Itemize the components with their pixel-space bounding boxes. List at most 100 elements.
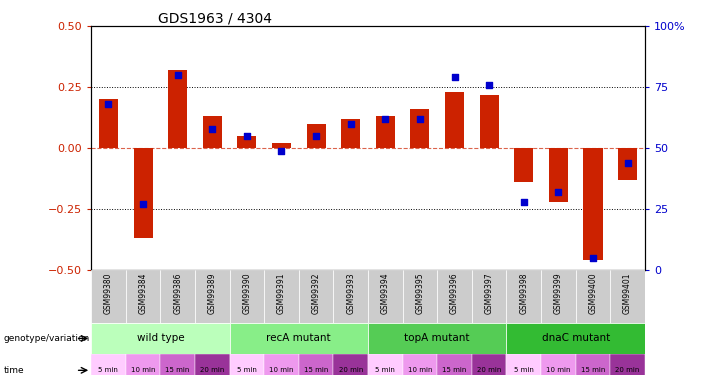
Bar bbox=[161, 354, 195, 375]
Text: 10 min: 10 min bbox=[269, 368, 294, 373]
Bar bbox=[507, 322, 645, 354]
Text: 10 min: 10 min bbox=[546, 368, 571, 373]
Text: GSM99397: GSM99397 bbox=[484, 273, 494, 314]
Point bbox=[380, 116, 391, 122]
Point bbox=[449, 74, 460, 81]
Text: GSM99396: GSM99396 bbox=[450, 273, 459, 314]
Text: 10 min: 10 min bbox=[131, 368, 156, 373]
Bar bbox=[168, 70, 187, 148]
Bar bbox=[472, 270, 507, 322]
Bar bbox=[125, 354, 161, 375]
Bar bbox=[479, 94, 498, 148]
Point bbox=[207, 126, 218, 132]
Text: GSM99400: GSM99400 bbox=[589, 273, 597, 314]
Bar bbox=[541, 354, 576, 375]
Bar bbox=[91, 270, 125, 322]
Bar bbox=[402, 270, 437, 322]
Point bbox=[137, 201, 149, 207]
Bar bbox=[368, 270, 402, 322]
Point bbox=[311, 133, 322, 139]
Bar bbox=[507, 354, 541, 375]
Point bbox=[103, 101, 114, 107]
Bar bbox=[272, 143, 291, 148]
Point bbox=[241, 133, 252, 139]
Bar bbox=[437, 354, 472, 375]
Point bbox=[484, 82, 495, 88]
Point bbox=[587, 255, 599, 261]
Point bbox=[553, 189, 564, 195]
Bar bbox=[91, 322, 230, 354]
Text: GSM99398: GSM99398 bbox=[519, 273, 529, 314]
Bar bbox=[376, 116, 395, 148]
Bar bbox=[264, 354, 299, 375]
Bar bbox=[541, 270, 576, 322]
Bar bbox=[203, 116, 222, 148]
Bar bbox=[99, 99, 118, 148]
Text: 20 min: 20 min bbox=[200, 368, 224, 373]
Bar bbox=[238, 136, 257, 148]
Bar bbox=[576, 354, 611, 375]
Text: dnaC mutant: dnaC mutant bbox=[542, 333, 610, 344]
Bar bbox=[125, 270, 161, 322]
Bar bbox=[583, 148, 603, 260]
Bar bbox=[334, 354, 368, 375]
Text: GSM99380: GSM99380 bbox=[104, 273, 113, 314]
Point bbox=[518, 199, 529, 205]
Bar bbox=[515, 148, 533, 182]
Text: 20 min: 20 min bbox=[477, 368, 501, 373]
Bar bbox=[230, 322, 368, 354]
Text: GDS1963 / 4304: GDS1963 / 4304 bbox=[158, 11, 271, 25]
Bar bbox=[410, 109, 430, 148]
Bar bbox=[91, 354, 125, 375]
Text: 15 min: 15 min bbox=[442, 368, 467, 373]
Bar bbox=[306, 124, 326, 148]
Bar bbox=[472, 354, 507, 375]
Text: GSM99386: GSM99386 bbox=[173, 273, 182, 314]
Text: recA mutant: recA mutant bbox=[266, 333, 331, 344]
Point bbox=[622, 160, 633, 166]
Text: 20 min: 20 min bbox=[339, 368, 363, 373]
Text: time: time bbox=[4, 366, 24, 375]
Bar bbox=[445, 92, 464, 148]
Text: GSM99384: GSM99384 bbox=[139, 273, 147, 314]
Text: GSM99394: GSM99394 bbox=[381, 273, 390, 314]
Bar bbox=[334, 270, 368, 322]
Point bbox=[172, 72, 183, 78]
Bar bbox=[368, 354, 402, 375]
Text: GSM99399: GSM99399 bbox=[554, 273, 563, 314]
Point bbox=[414, 116, 426, 122]
Point bbox=[345, 121, 356, 127]
Bar bbox=[264, 270, 299, 322]
Bar bbox=[230, 354, 264, 375]
Bar bbox=[368, 322, 507, 354]
Bar bbox=[549, 148, 568, 202]
Text: 5 min: 5 min bbox=[514, 368, 533, 373]
Bar bbox=[437, 270, 472, 322]
Bar bbox=[133, 148, 153, 238]
Bar bbox=[576, 270, 611, 322]
Bar bbox=[230, 270, 264, 322]
Bar bbox=[507, 270, 541, 322]
Text: 20 min: 20 min bbox=[615, 368, 640, 373]
Bar bbox=[341, 119, 360, 148]
Text: GSM99390: GSM99390 bbox=[243, 273, 252, 314]
Text: GSM99395: GSM99395 bbox=[416, 273, 424, 314]
Text: GSM99392: GSM99392 bbox=[312, 273, 320, 314]
Text: 10 min: 10 min bbox=[408, 368, 433, 373]
Text: 5 min: 5 min bbox=[376, 368, 395, 373]
Bar bbox=[161, 270, 195, 322]
Text: 5 min: 5 min bbox=[237, 368, 257, 373]
Text: genotype/variation: genotype/variation bbox=[4, 334, 90, 343]
Text: 5 min: 5 min bbox=[99, 368, 118, 373]
Point bbox=[276, 147, 287, 154]
Bar bbox=[402, 354, 437, 375]
Bar bbox=[611, 354, 645, 375]
Text: 15 min: 15 min bbox=[165, 368, 190, 373]
Text: GSM99401: GSM99401 bbox=[623, 273, 632, 314]
Text: topA mutant: topA mutant bbox=[404, 333, 470, 344]
Bar bbox=[611, 270, 645, 322]
Text: wild type: wild type bbox=[137, 333, 184, 344]
Bar bbox=[299, 270, 334, 322]
Text: 15 min: 15 min bbox=[581, 368, 605, 373]
Text: 15 min: 15 min bbox=[304, 368, 328, 373]
